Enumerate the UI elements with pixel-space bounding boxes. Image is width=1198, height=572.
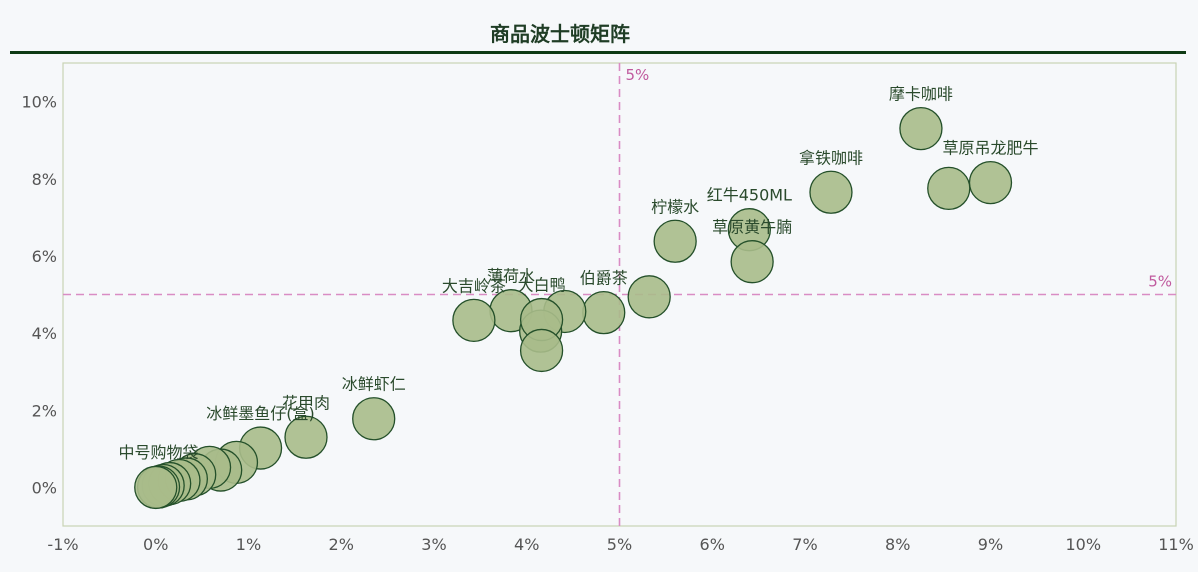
x-tick-label: -1% [47, 535, 78, 554]
point-label: 冰鲜虾仁 [342, 375, 406, 394]
data-point [519, 328, 564, 373]
y-tick-label: 0% [32, 478, 57, 497]
vertical-reference-label: 5% [626, 66, 650, 84]
data-point [582, 290, 626, 335]
y-axis-ticks: 0% 2% 4% 6% 8% 10% [21, 93, 57, 498]
data-point [134, 465, 178, 510]
x-tick-label: 4% [514, 535, 539, 554]
data-point [284, 415, 328, 459]
data-point [968, 160, 1013, 205]
data-point [352, 397, 396, 441]
x-tick-label: 7% [792, 535, 817, 554]
x-tick-label: 9% [978, 535, 1003, 554]
x-tick-label: 8% [885, 535, 910, 554]
x-tick-label: 3% [421, 535, 446, 554]
x-tick-label: 1% [236, 535, 261, 554]
data-point [809, 170, 853, 214]
y-tick-label: 4% [32, 324, 57, 343]
point-label: 薄荷水 [487, 267, 535, 286]
point-label: 草原吊龙肥牛 [942, 139, 1038, 158]
data-point [452, 298, 496, 343]
point-label: 伯爵茶 [580, 269, 628, 288]
point-label: 红牛450ML [707, 186, 792, 205]
data-point [627, 275, 671, 319]
data-point [730, 240, 774, 284]
point-label: 摩卡咖啡 [889, 85, 953, 104]
point-label: 花甲肉 [282, 393, 330, 412]
horizontal-reference-label: 5% [1148, 273, 1172, 291]
data-points [134, 106, 1013, 510]
data-point [899, 106, 943, 151]
reference-lines: 5% 5% [63, 63, 1176, 526]
point-label: 大白鸭 [518, 276, 566, 295]
x-tick-label: 0% [143, 535, 168, 554]
x-tick-label: 6% [700, 535, 725, 554]
x-tick-label: 11% [1158, 535, 1194, 554]
point-label: 柠檬水 [651, 197, 699, 216]
x-axis-ticks: -1% 0% 1% 2% 3% 4% 5% 6% 7% 8% 9% 10% 11% [47, 535, 1193, 554]
title-divider [10, 51, 1186, 54]
point-label: 中号购物袋 [119, 443, 199, 462]
chart-title: 商品波士顿矩阵 [490, 22, 630, 46]
y-tick-label: 8% [32, 170, 57, 189]
x-tick-label: 10% [1065, 535, 1101, 554]
y-tick-label: 2% [32, 401, 57, 420]
y-tick-label: 10% [21, 93, 57, 112]
x-tick-label: 5% [607, 535, 632, 554]
x-tick-label: 2% [329, 535, 354, 554]
point-label: 冰鲜墨鱼仔(盒) [206, 404, 315, 423]
data-point [653, 219, 697, 263]
point-label: 大吉岭茶 [442, 276, 506, 295]
point-label: 草原黄牛腩 [712, 218, 792, 237]
point-label: 拿铁咖啡 [799, 148, 863, 167]
y-tick-label: 6% [32, 247, 57, 266]
data-point [927, 166, 971, 211]
